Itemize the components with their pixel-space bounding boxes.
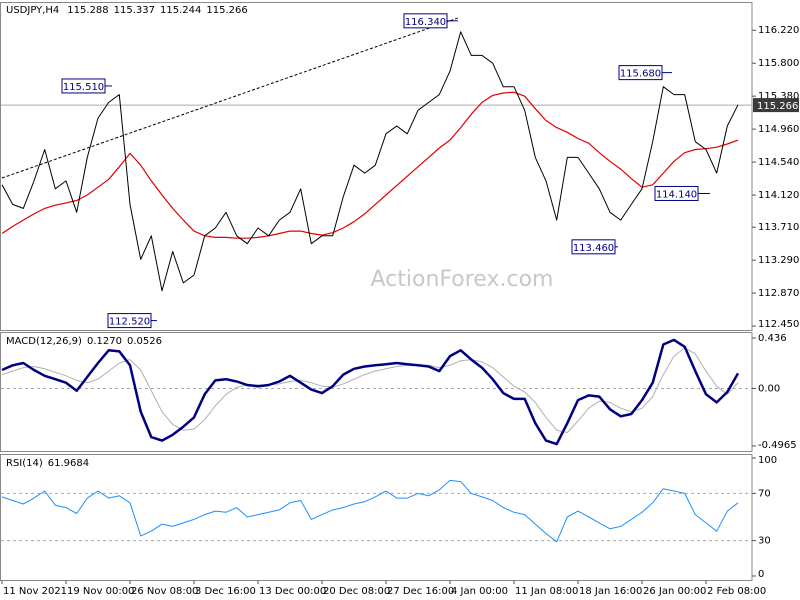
y-tick-label: 115.800 bbox=[758, 58, 799, 69]
macd-header: MACD(12,26,9) 0.1270 0.0526 bbox=[6, 336, 162, 347]
signal-value: 0.0526 bbox=[127, 336, 162, 347]
y-tick-label: 114.540 bbox=[758, 157, 799, 168]
watermark: ActionForex.com bbox=[371, 267, 554, 292]
close: 115.266 bbox=[206, 5, 247, 16]
macd-line bbox=[1, 338, 740, 446]
current-price-label: 115.266 bbox=[757, 101, 798, 112]
x-tick-label: 3 Dec 16:00 bbox=[195, 586, 256, 597]
y-tick-label: 114.120 bbox=[758, 190, 799, 201]
y-tick-label: 114.960 bbox=[758, 124, 799, 135]
rsi-title: RSI(14) bbox=[6, 458, 43, 469]
y-tick-label: 30 bbox=[758, 536, 771, 547]
x-tick-label: 26 Jan 00:00 bbox=[643, 586, 706, 597]
panel-frame bbox=[0, 2, 753, 331]
price-line bbox=[1, 31, 739, 292]
panel-frame bbox=[0, 454, 753, 581]
annotation-box bbox=[571, 239, 616, 255]
current-price-box bbox=[753, 98, 799, 113]
y-tick-label: -0.4965 bbox=[758, 440, 797, 451]
x-tick-label: 13 Dec 00:00 bbox=[259, 586, 326, 597]
y-tick-label: 0 bbox=[758, 569, 764, 580]
x-tick-label: 27 Dec 16:00 bbox=[387, 586, 454, 597]
annotation-label: 115.680 bbox=[620, 69, 661, 80]
x-tick-label: 26 Nov 08:00 bbox=[131, 586, 198, 597]
x-tick-label: 18 Jan 16:00 bbox=[579, 586, 642, 597]
y-tick-label: 116.220 bbox=[758, 25, 799, 36]
x-tick-label: 11 Jan 08:00 bbox=[515, 586, 578, 597]
y-tick-label: 113.290 bbox=[758, 255, 799, 266]
panel-frame bbox=[0, 332, 753, 452]
y-tick-label: 100 bbox=[758, 455, 777, 466]
annotation-label: 113.460 bbox=[573, 243, 614, 254]
y-tick-label: 112.450 bbox=[758, 319, 799, 330]
signal-line bbox=[1, 347, 739, 433]
annotation-box bbox=[61, 78, 106, 94]
macd-title: MACD(12,26,9) bbox=[6, 336, 82, 347]
symbol: USDJPY,H4 bbox=[6, 5, 59, 16]
high: 115.337 bbox=[114, 5, 155, 16]
y-tick-label: 112.870 bbox=[758, 288, 799, 299]
moving-average bbox=[1, 91, 739, 239]
y-tick-label: 0.00 bbox=[758, 383, 780, 394]
low: 115.244 bbox=[160, 5, 201, 16]
price-header: USDJPY,H4 115.288 115.337 115.244 115.266 bbox=[6, 5, 248, 16]
x-tick-label: 19 Nov 00:00 bbox=[67, 586, 134, 597]
open: 115.288 bbox=[67, 5, 108, 16]
x-tick-label: 4 Jan 00:00 bbox=[451, 586, 508, 597]
macd-value: 0.1270 bbox=[87, 336, 122, 347]
annotation-box bbox=[654, 185, 699, 201]
x-tick-label: 11 Nov 2021 bbox=[3, 586, 67, 597]
y-tick-label: 70 bbox=[758, 488, 771, 499]
annotation-label: 116.340 bbox=[405, 17, 446, 28]
trend-line bbox=[1, 17, 459, 179]
annotation-label: 115.510 bbox=[63, 82, 104, 93]
y-tick-label: 113.710 bbox=[758, 222, 799, 233]
annotation-box bbox=[107, 313, 152, 329]
rsi-header: RSI(14) 61.9684 bbox=[6, 458, 89, 469]
x-tick-label: 2 Feb 08:00 bbox=[707, 586, 766, 597]
y-tick-label: 115.380 bbox=[758, 91, 799, 102]
annotation-label: 114.140 bbox=[656, 189, 697, 200]
annotation-box bbox=[403, 13, 448, 29]
rsi-line bbox=[1, 479, 739, 543]
y-tick-label: 0.436 bbox=[758, 333, 787, 344]
annotation-box bbox=[618, 65, 663, 81]
x-tick-label: 20 Dec 08:00 bbox=[323, 586, 390, 597]
rsi-value: 61.9684 bbox=[48, 458, 89, 469]
annotation-label: 112.520 bbox=[109, 317, 150, 328]
